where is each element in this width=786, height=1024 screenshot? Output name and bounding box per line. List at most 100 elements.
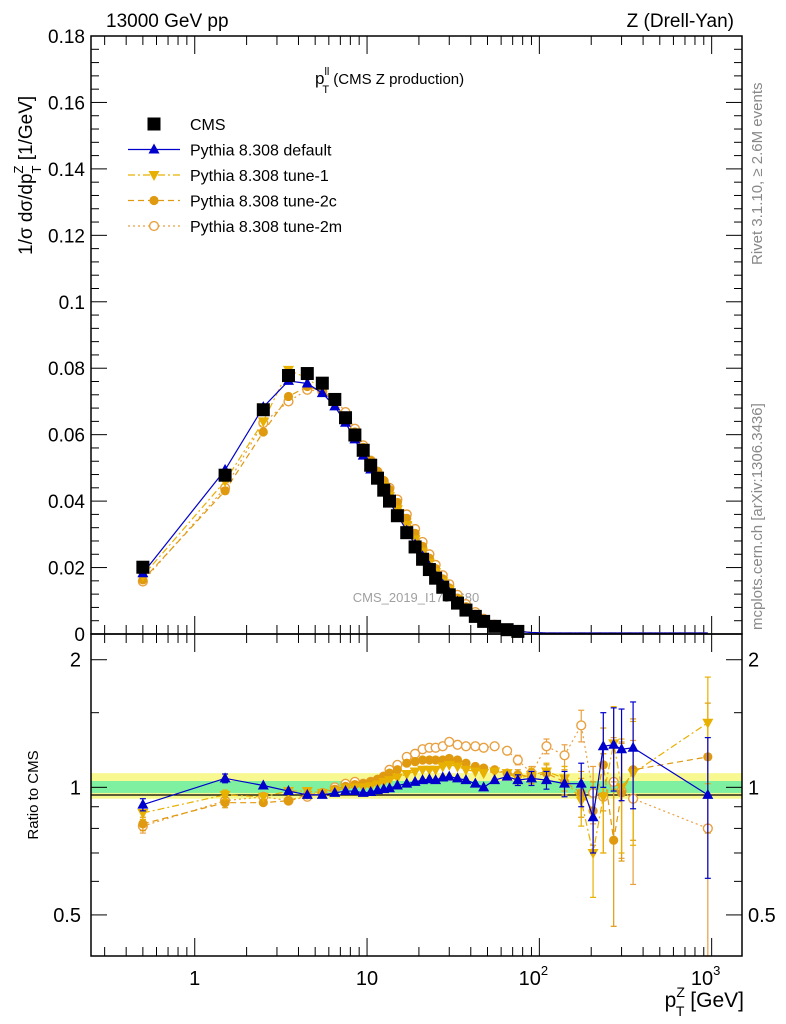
ratio-point xyxy=(384,776,396,787)
ratio-point xyxy=(540,774,552,785)
ratio-point xyxy=(452,772,464,783)
data-point xyxy=(256,403,270,417)
main-y-tick-label: 0 xyxy=(74,625,85,646)
ratio-point xyxy=(452,755,463,765)
ratio-panel: 0.5 0.51 12 2 1 10 102 103 Ratio to CMS pZ T [G… xyxy=(25,633,776,1019)
ratio-point xyxy=(502,745,513,756)
ratio-point xyxy=(609,835,619,845)
ratio-y-tick-label: 0.5 xyxy=(53,905,81,927)
data-point xyxy=(377,483,391,497)
ratio-point xyxy=(417,755,428,765)
ratio-series-pythia-8-308-tune-2m xyxy=(137,709,713,957)
process-label: Z (Drell-Yan) xyxy=(627,11,734,32)
ratio-point xyxy=(329,786,341,797)
ratio-point xyxy=(452,739,463,750)
plot-title: pll T (CMS Z production) xyxy=(315,66,464,96)
ratio-point xyxy=(391,773,403,784)
legend-marker xyxy=(148,143,160,154)
xlabel-sub: T xyxy=(676,1003,685,1019)
legend-label: Pythia 8.308 tune-1 xyxy=(190,168,329,185)
ratio-point xyxy=(443,760,455,771)
main-y-tick-label: 0.16 xyxy=(48,93,85,114)
series-cms xyxy=(136,367,525,638)
ratio-point xyxy=(478,781,490,792)
data-point xyxy=(301,377,313,388)
legend-item: Pythia 8.308 default xyxy=(128,143,332,160)
ratio-point xyxy=(460,765,472,776)
ratio-point xyxy=(489,774,501,785)
ratio-point xyxy=(316,788,328,799)
data-point xyxy=(371,471,385,485)
ratio-point xyxy=(608,738,620,749)
data-point xyxy=(258,427,268,437)
ratio-y-tick-label-right: 1 xyxy=(748,777,759,799)
ratio-point xyxy=(137,808,149,819)
title-rest: (CMS Z production) xyxy=(329,71,464,88)
data-point xyxy=(402,513,412,523)
ratio-point xyxy=(301,788,313,799)
title-sup: ll xyxy=(324,66,329,78)
ratio-point xyxy=(489,741,500,752)
ratio-y-tick-label-right: 2 xyxy=(748,650,759,672)
data-point xyxy=(300,367,314,381)
data-point xyxy=(348,428,362,442)
x-tick-base: 10 xyxy=(356,968,378,990)
ratio-band-inner xyxy=(91,780,742,793)
data-point xyxy=(416,552,430,566)
data-point xyxy=(383,494,397,508)
main-panel: 0 0.02 0.04 0.06 0.08 0.1 0.12 0.14 0.16 0.18 CMS… xyxy=(11,27,743,646)
ratio-point xyxy=(702,718,714,729)
ratio-point xyxy=(430,765,442,776)
legend-item: Pythia 8.308 tune-2c xyxy=(128,194,337,211)
ratio-point xyxy=(384,782,396,793)
ratio-point xyxy=(512,774,524,785)
data-point xyxy=(488,619,502,633)
main-x-ticks xyxy=(104,36,713,634)
x-tick-label: 102 xyxy=(519,963,548,990)
x-tick-label: 1 xyxy=(189,968,200,990)
data-point xyxy=(315,376,329,390)
x-axis-label: pZ T [GeV] xyxy=(665,984,744,1019)
ratio-point xyxy=(401,770,413,781)
ratio-point xyxy=(469,767,481,778)
ratio-point xyxy=(220,798,230,808)
xlabel-sup: Z xyxy=(676,984,685,1000)
legend-item: CMS xyxy=(147,117,226,134)
ratio-point xyxy=(597,740,609,751)
data-point xyxy=(328,392,342,406)
ratio-point xyxy=(444,736,455,747)
energy-label: 13000 GeV pp xyxy=(106,11,229,32)
data-point xyxy=(218,468,232,482)
xlabel-post: [GeV] xyxy=(684,989,744,1012)
ratio-point xyxy=(137,798,149,809)
main-y-tick-label: 0.04 xyxy=(48,492,85,513)
x-tick-exponent: 3 xyxy=(713,963,720,978)
legend-label: Pythia 8.308 tune-2m xyxy=(190,219,342,236)
ratio-point xyxy=(349,785,361,796)
data-point xyxy=(364,458,378,472)
title-main: p xyxy=(315,69,324,88)
data-point xyxy=(408,540,422,554)
ratio-point xyxy=(576,720,587,731)
ratio-point xyxy=(282,785,294,796)
x-tick-label: 103 xyxy=(691,963,720,990)
ratio-point xyxy=(392,765,402,775)
ratio-y-ticks: 0.5 0.5 1 1 2 2 xyxy=(53,650,776,927)
main-y-label: 1/σ dσ/dpZ T [1/GeV] xyxy=(11,96,44,255)
data-point xyxy=(477,614,491,628)
ratio-point xyxy=(410,756,420,767)
ratio-point xyxy=(340,785,352,796)
ratio-point xyxy=(541,741,552,752)
main-y-tick-label: 0.1 xyxy=(59,293,85,314)
ylabel-pre: 1/σ dσ/dp xyxy=(16,173,37,255)
xlabel-main: p xyxy=(665,989,677,1012)
ratio-series-group xyxy=(137,676,714,957)
ratio-frame xyxy=(90,633,743,957)
legend: CMS Pythia 8.308 default Pythia 8.308 tune… xyxy=(128,117,342,236)
title-sub: T xyxy=(322,84,329,96)
data-point xyxy=(281,369,295,383)
ratio-point xyxy=(444,753,454,764)
legend-label: Pythia 8.308 tune-2c xyxy=(190,194,337,211)
data-point xyxy=(316,387,328,398)
data-point xyxy=(400,526,414,540)
